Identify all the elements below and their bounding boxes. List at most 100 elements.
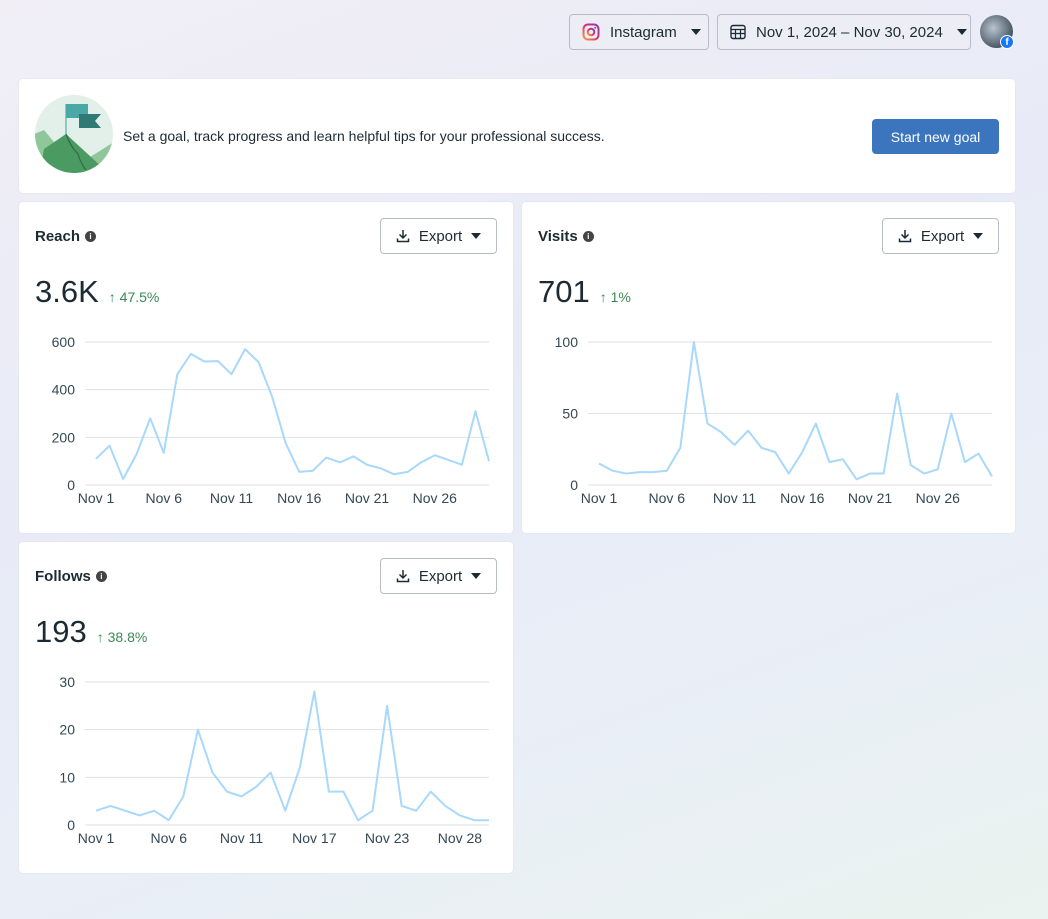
- data-point[interactable]: [242, 346, 248, 352]
- data-point[interactable]: [326, 789, 332, 795]
- data-point[interactable]: [399, 803, 405, 809]
- data-point[interactable]: [413, 808, 419, 814]
- data-point[interactable]: [239, 793, 245, 799]
- x-tick-label: Nov 1: [78, 490, 115, 506]
- data-point[interactable]: [826, 459, 832, 465]
- data-point[interactable]: [201, 359, 207, 365]
- data-point[interactable]: [108, 803, 114, 809]
- export-button[interactable]: Export: [380, 218, 497, 254]
- data-point[interactable]: [718, 429, 724, 435]
- data-point[interactable]: [623, 471, 629, 477]
- data-point[interactable]: [418, 459, 424, 465]
- data-point[interactable]: [391, 471, 397, 477]
- follows-value: 193: [35, 614, 87, 649]
- data-point[interactable]: [224, 789, 230, 795]
- data-point[interactable]: [457, 812, 463, 818]
- data-point[interactable]: [120, 476, 126, 482]
- data-point[interactable]: [596, 461, 602, 467]
- data-point[interactable]: [432, 452, 438, 458]
- data-point[interactable]: [297, 765, 303, 771]
- data-point[interactable]: [323, 455, 329, 461]
- data-point[interactable]: [948, 411, 954, 417]
- data-point[interactable]: [107, 443, 113, 449]
- data-point[interactable]: [253, 784, 259, 790]
- data-point[interactable]: [364, 462, 370, 468]
- data-point[interactable]: [340, 789, 346, 795]
- data-point[interactable]: [962, 459, 968, 465]
- data-point[interactable]: [677, 445, 683, 451]
- info-icon[interactable]: i: [85, 231, 97, 242]
- data-point[interactable]: [921, 471, 927, 477]
- data-point[interactable]: [174, 371, 180, 377]
- data-point[interactable]: [691, 339, 697, 345]
- data-point[interactable]: [486, 817, 492, 823]
- data-point[interactable]: [486, 458, 492, 464]
- data-point[interactable]: [610, 468, 616, 474]
- data-point[interactable]: [93, 808, 99, 814]
- data-point[interactable]: [137, 812, 143, 818]
- data-point[interactable]: [311, 689, 317, 695]
- data-point[interactable]: [378, 465, 384, 471]
- data-point[interactable]: [147, 415, 153, 421]
- start-new-goal-button[interactable]: Start new goal: [872, 119, 999, 154]
- data-point[interactable]: [799, 449, 805, 455]
- data-point[interactable]: [881, 471, 887, 477]
- platform-dropdown[interactable]: Instagram: [569, 14, 709, 50]
- data-point[interactable]: [370, 808, 376, 814]
- data-point[interactable]: [283, 440, 289, 446]
- data-point[interactable]: [282, 808, 288, 814]
- data-point[interactable]: [355, 817, 361, 823]
- data-point[interactable]: [180, 793, 186, 799]
- data-point[interactable]: [704, 421, 710, 427]
- info-icon[interactable]: i: [95, 571, 107, 582]
- data-point[interactable]: [732, 442, 738, 448]
- avatar[interactable]: f: [980, 15, 1014, 49]
- data-point[interactable]: [268, 770, 274, 776]
- export-button[interactable]: Export: [380, 558, 497, 594]
- data-point[interactable]: [296, 469, 302, 475]
- data-point[interactable]: [840, 456, 846, 462]
- data-point[interactable]: [151, 808, 157, 814]
- data-point[interactable]: [813, 421, 819, 427]
- data-point[interactable]: [867, 471, 873, 477]
- date-range-dropdown[interactable]: Nov 1, 2024 – Nov 30, 2024: [717, 14, 971, 50]
- data-point[interactable]: [894, 390, 900, 396]
- data-point[interactable]: [428, 789, 434, 795]
- data-point[interactable]: [772, 449, 778, 455]
- data-point[interactable]: [310, 468, 316, 474]
- data-point[interactable]: [269, 394, 275, 400]
- data-point[interactable]: [350, 453, 356, 459]
- data-point[interactable]: [853, 476, 859, 482]
- data-point[interactable]: [122, 808, 128, 814]
- data-point[interactable]: [975, 451, 981, 457]
- data-point[interactable]: [188, 351, 194, 357]
- export-button[interactable]: Export: [882, 218, 999, 254]
- data-point[interactable]: [786, 471, 792, 477]
- data-point[interactable]: [442, 803, 448, 809]
- data-point[interactable]: [989, 473, 995, 479]
- data-point[interactable]: [908, 462, 914, 468]
- data-point[interactable]: [161, 450, 167, 456]
- data-point[interactable]: [195, 727, 201, 733]
- data-point[interactable]: [209, 770, 215, 776]
- info-icon[interactable]: i: [582, 231, 594, 242]
- data-point[interactable]: [405, 469, 411, 475]
- data-point[interactable]: [637, 469, 643, 475]
- data-point[interactable]: [445, 457, 451, 463]
- data-point[interactable]: [384, 703, 390, 709]
- data-point[interactable]: [229, 371, 235, 377]
- data-point[interactable]: [935, 466, 941, 472]
- data-point[interactable]: [215, 358, 221, 364]
- data-point[interactable]: [166, 817, 172, 823]
- data-point[interactable]: [256, 359, 262, 365]
- data-point[interactable]: [472, 408, 478, 414]
- data-point[interactable]: [745, 428, 751, 434]
- data-point[interactable]: [471, 817, 477, 823]
- data-point[interactable]: [459, 462, 465, 468]
- data-point[interactable]: [337, 459, 343, 465]
- data-point[interactable]: [93, 456, 99, 462]
- data-point[interactable]: [664, 468, 670, 474]
- data-point[interactable]: [759, 445, 765, 451]
- data-point[interactable]: [134, 451, 140, 457]
- data-point[interactable]: [650, 469, 656, 475]
